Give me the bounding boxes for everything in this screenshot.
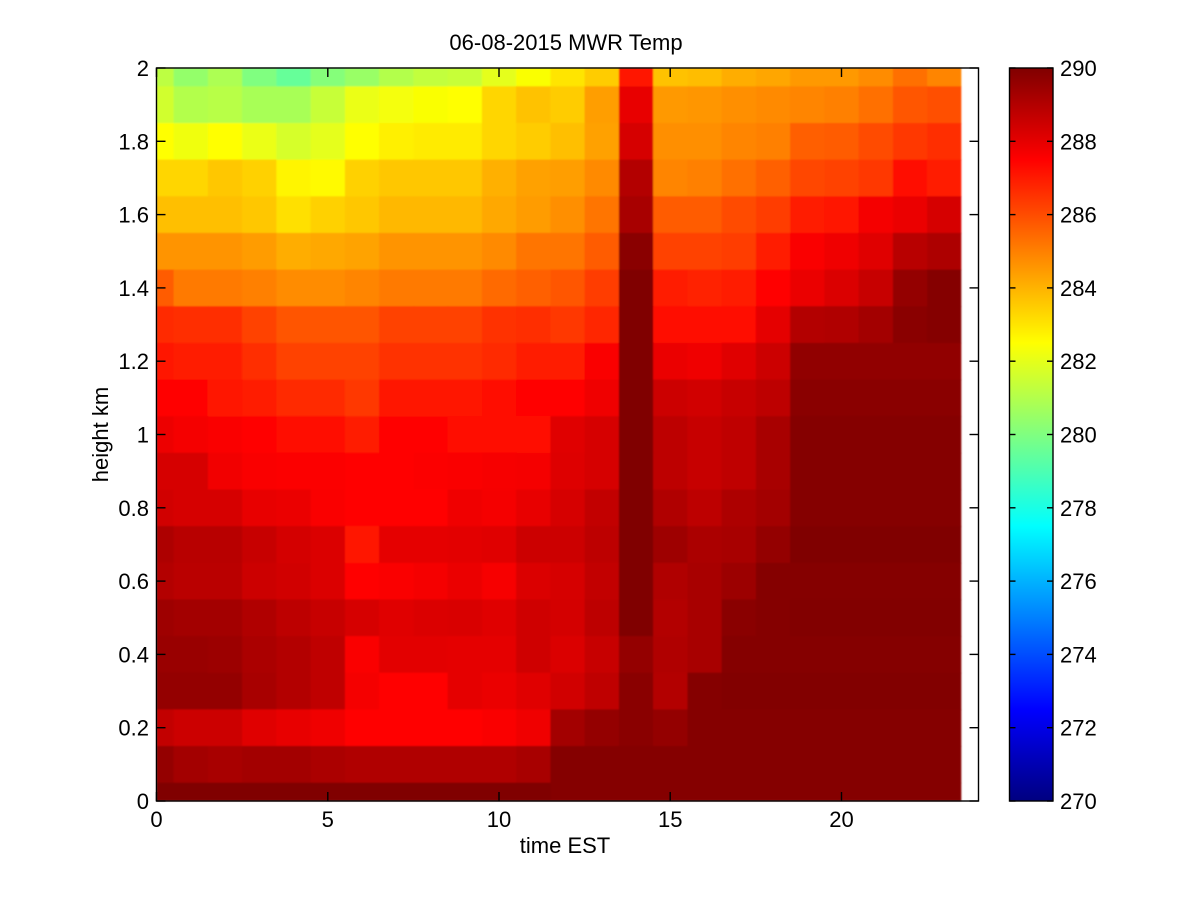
svg-text:284: 284 — [1060, 276, 1097, 301]
svg-text:10: 10 — [487, 807, 511, 832]
svg-text:270: 270 — [1060, 789, 1097, 814]
svg-text:1.4: 1.4 — [118, 276, 149, 301]
svg-text:1.8: 1.8 — [118, 129, 149, 154]
svg-text:280: 280 — [1060, 423, 1097, 448]
svg-text:1.2: 1.2 — [118, 349, 149, 374]
svg-text:15: 15 — [658, 807, 682, 832]
svg-text:290: 290 — [1060, 56, 1097, 81]
svg-text:272: 272 — [1060, 716, 1097, 741]
svg-text:276: 276 — [1060, 569, 1097, 594]
svg-text:274: 274 — [1060, 642, 1097, 667]
svg-text:5: 5 — [322, 807, 334, 832]
svg-text:time EST: time EST — [520, 833, 610, 858]
svg-text:0.8: 0.8 — [118, 496, 149, 521]
svg-text:0: 0 — [150, 807, 162, 832]
svg-text:1.6: 1.6 — [118, 203, 149, 228]
svg-text:2: 2 — [137, 56, 149, 81]
svg-text:20: 20 — [829, 807, 853, 832]
svg-text:06-08-2015 MWR Temp: 06-08-2015 MWR Temp — [449, 30, 682, 55]
svg-text:0.2: 0.2 — [118, 716, 149, 741]
svg-text:height km: height km — [88, 387, 113, 482]
svg-text:0.4: 0.4 — [118, 642, 149, 667]
svg-text:286: 286 — [1060, 203, 1097, 228]
svg-text:282: 282 — [1060, 349, 1097, 374]
svg-text:278: 278 — [1060, 496, 1097, 521]
svg-text:1: 1 — [137, 423, 149, 448]
svg-text:288: 288 — [1060, 129, 1097, 154]
svg-text:0.6: 0.6 — [118, 569, 149, 594]
svg-text:0: 0 — [137, 789, 149, 814]
